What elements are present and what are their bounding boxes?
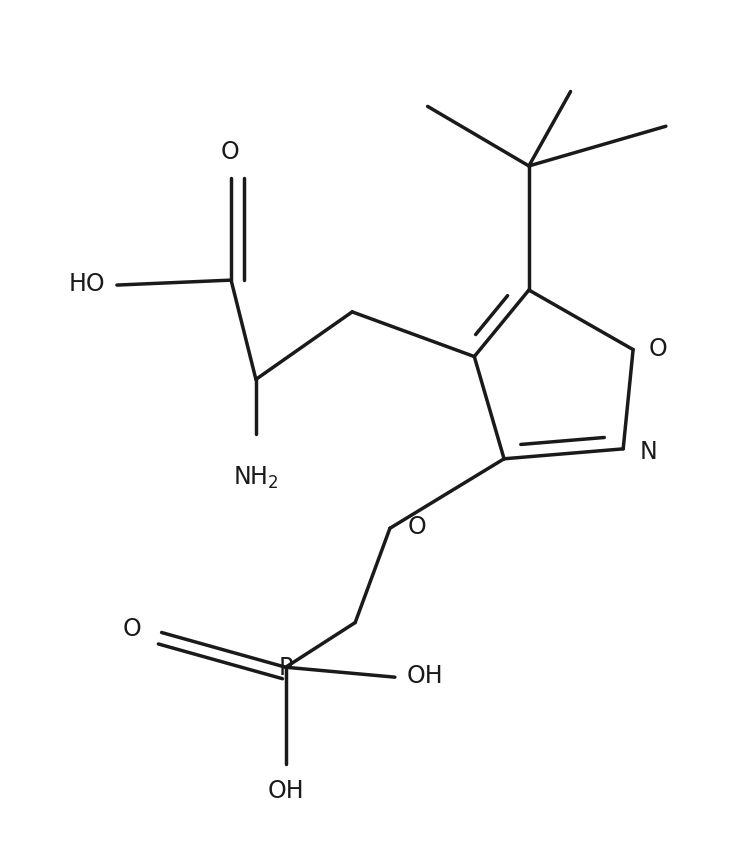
Text: O: O <box>122 616 141 640</box>
Text: OH: OH <box>268 778 304 802</box>
Text: O: O <box>649 336 668 360</box>
Text: HO: HO <box>69 272 106 295</box>
Text: P: P <box>278 655 293 679</box>
Text: OH: OH <box>406 664 443 687</box>
Text: N: N <box>639 439 657 463</box>
Text: O: O <box>407 515 426 539</box>
Text: NH$_2$: NH$_2$ <box>233 464 279 490</box>
Text: O: O <box>221 139 240 164</box>
